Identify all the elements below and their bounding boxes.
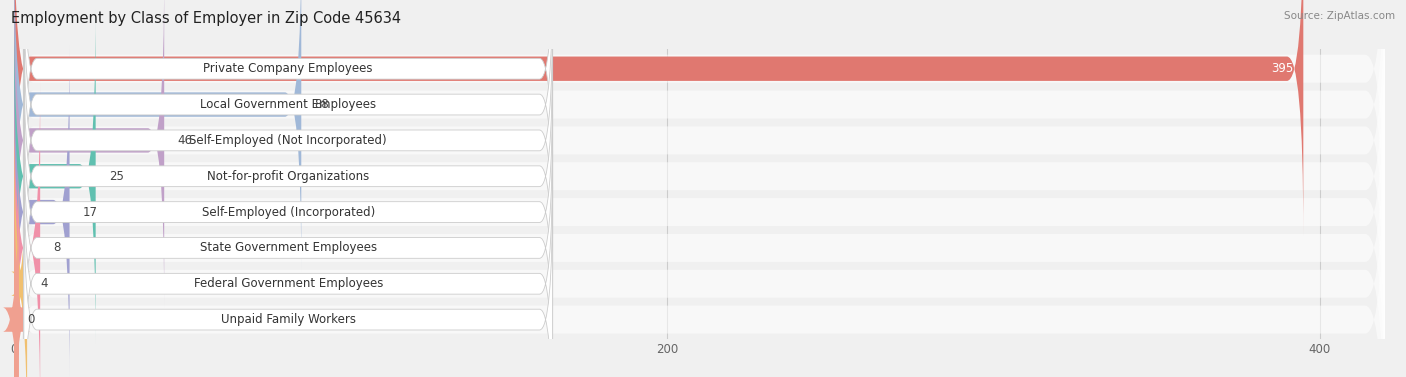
Text: Private Company Employees: Private Company Employees: [204, 62, 373, 75]
FancyBboxPatch shape: [14, 0, 301, 271]
FancyBboxPatch shape: [24, 187, 553, 377]
FancyBboxPatch shape: [14, 45, 69, 377]
FancyBboxPatch shape: [14, 9, 96, 343]
FancyBboxPatch shape: [14, 0, 1385, 377]
FancyBboxPatch shape: [3, 153, 31, 377]
Text: 8: 8: [53, 241, 60, 254]
FancyBboxPatch shape: [24, 0, 553, 202]
Text: 395: 395: [1271, 62, 1294, 75]
FancyBboxPatch shape: [24, 115, 553, 377]
FancyBboxPatch shape: [24, 151, 553, 377]
Text: 4: 4: [41, 277, 48, 290]
FancyBboxPatch shape: [14, 118, 1385, 377]
Text: State Government Employees: State Government Employees: [200, 241, 377, 254]
Text: Not-for-profit Organizations: Not-for-profit Organizations: [207, 170, 370, 183]
Text: 17: 17: [83, 205, 97, 219]
FancyBboxPatch shape: [14, 47, 1385, 377]
FancyBboxPatch shape: [14, 83, 1385, 377]
Text: Federal Government Employees: Federal Government Employees: [194, 277, 382, 290]
FancyBboxPatch shape: [14, 81, 41, 377]
FancyBboxPatch shape: [11, 117, 31, 377]
FancyBboxPatch shape: [14, 0, 1385, 342]
Text: 46: 46: [177, 134, 193, 147]
Text: 0: 0: [27, 313, 35, 326]
FancyBboxPatch shape: [14, 11, 1385, 377]
Text: 88: 88: [315, 98, 329, 111]
FancyBboxPatch shape: [24, 0, 553, 238]
FancyBboxPatch shape: [24, 79, 553, 345]
Text: Employment by Class of Employer in Zip Code 45634: Employment by Class of Employer in Zip C…: [11, 11, 401, 26]
FancyBboxPatch shape: [14, 0, 1385, 270]
FancyBboxPatch shape: [24, 8, 553, 273]
Text: Unpaid Family Workers: Unpaid Family Workers: [221, 313, 356, 326]
FancyBboxPatch shape: [14, 0, 165, 307]
Text: Self-Employed (Incorporated): Self-Employed (Incorporated): [201, 205, 375, 219]
Text: Self-Employed (Not Incorporated): Self-Employed (Not Incorporated): [190, 134, 387, 147]
FancyBboxPatch shape: [14, 0, 1303, 236]
FancyBboxPatch shape: [14, 0, 1385, 306]
FancyBboxPatch shape: [24, 43, 553, 309]
Text: 25: 25: [108, 170, 124, 183]
Text: Local Government Employees: Local Government Employees: [200, 98, 377, 111]
Text: Source: ZipAtlas.com: Source: ZipAtlas.com: [1284, 11, 1395, 21]
